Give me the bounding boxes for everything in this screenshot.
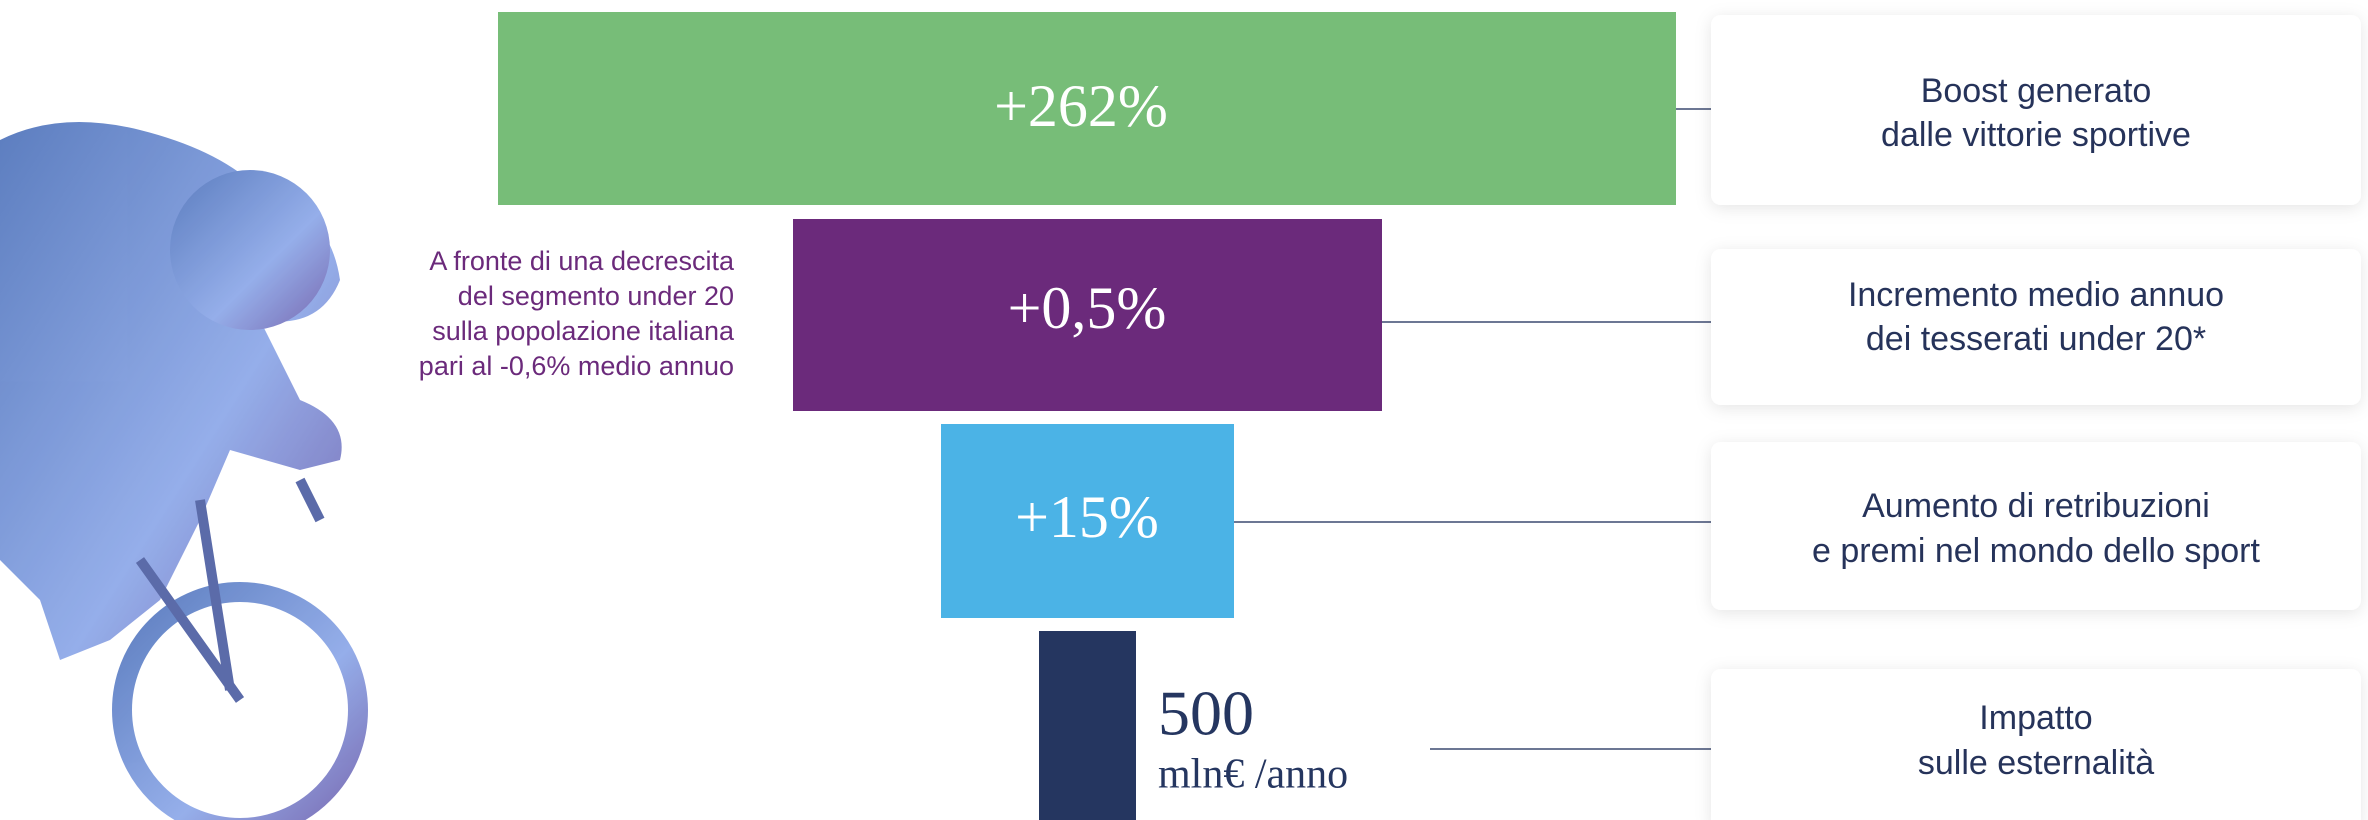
card-text: Aumento di retribuzioni: [1862, 487, 2210, 525]
funnel-value: 500: [1158, 678, 1254, 749]
card-text: Incremento medio annuo: [1848, 276, 2224, 314]
funnel-unit: mln€ /anno: [1158, 752, 1348, 798]
card-text: Boost generato: [1921, 72, 2152, 110]
card-text: Impatto: [1979, 699, 2092, 737]
card-text: sulle esternalità: [1918, 744, 2154, 782]
card-text: e premi nel mondo dello sport: [1812, 532, 2260, 570]
note-line: sulla popolazione italiana: [432, 316, 735, 346]
note-line: del segmento under 20: [458, 281, 734, 311]
card: [1711, 15, 2361, 205]
note-line: pari al -0,6% medio annuo: [419, 351, 734, 381]
funnel-bar: [1039, 631, 1136, 820]
card-text: dei tesserati under 20*: [1866, 320, 2206, 358]
cyclist-illustration: [0, 122, 358, 820]
card-text: dalle vittorie sportive: [1881, 116, 2191, 154]
note-line: A fronte di una decrescita: [429, 246, 735, 276]
funnel-value: +0,5%: [1008, 275, 1167, 341]
infographic: +262% +0,5% +15% 500 mln€ /anno Boost ge…: [0, 0, 2368, 820]
funnel-value: +15%: [1015, 484, 1159, 550]
funnel-value: +262%: [994, 73, 1168, 139]
card: [1711, 442, 2361, 610]
